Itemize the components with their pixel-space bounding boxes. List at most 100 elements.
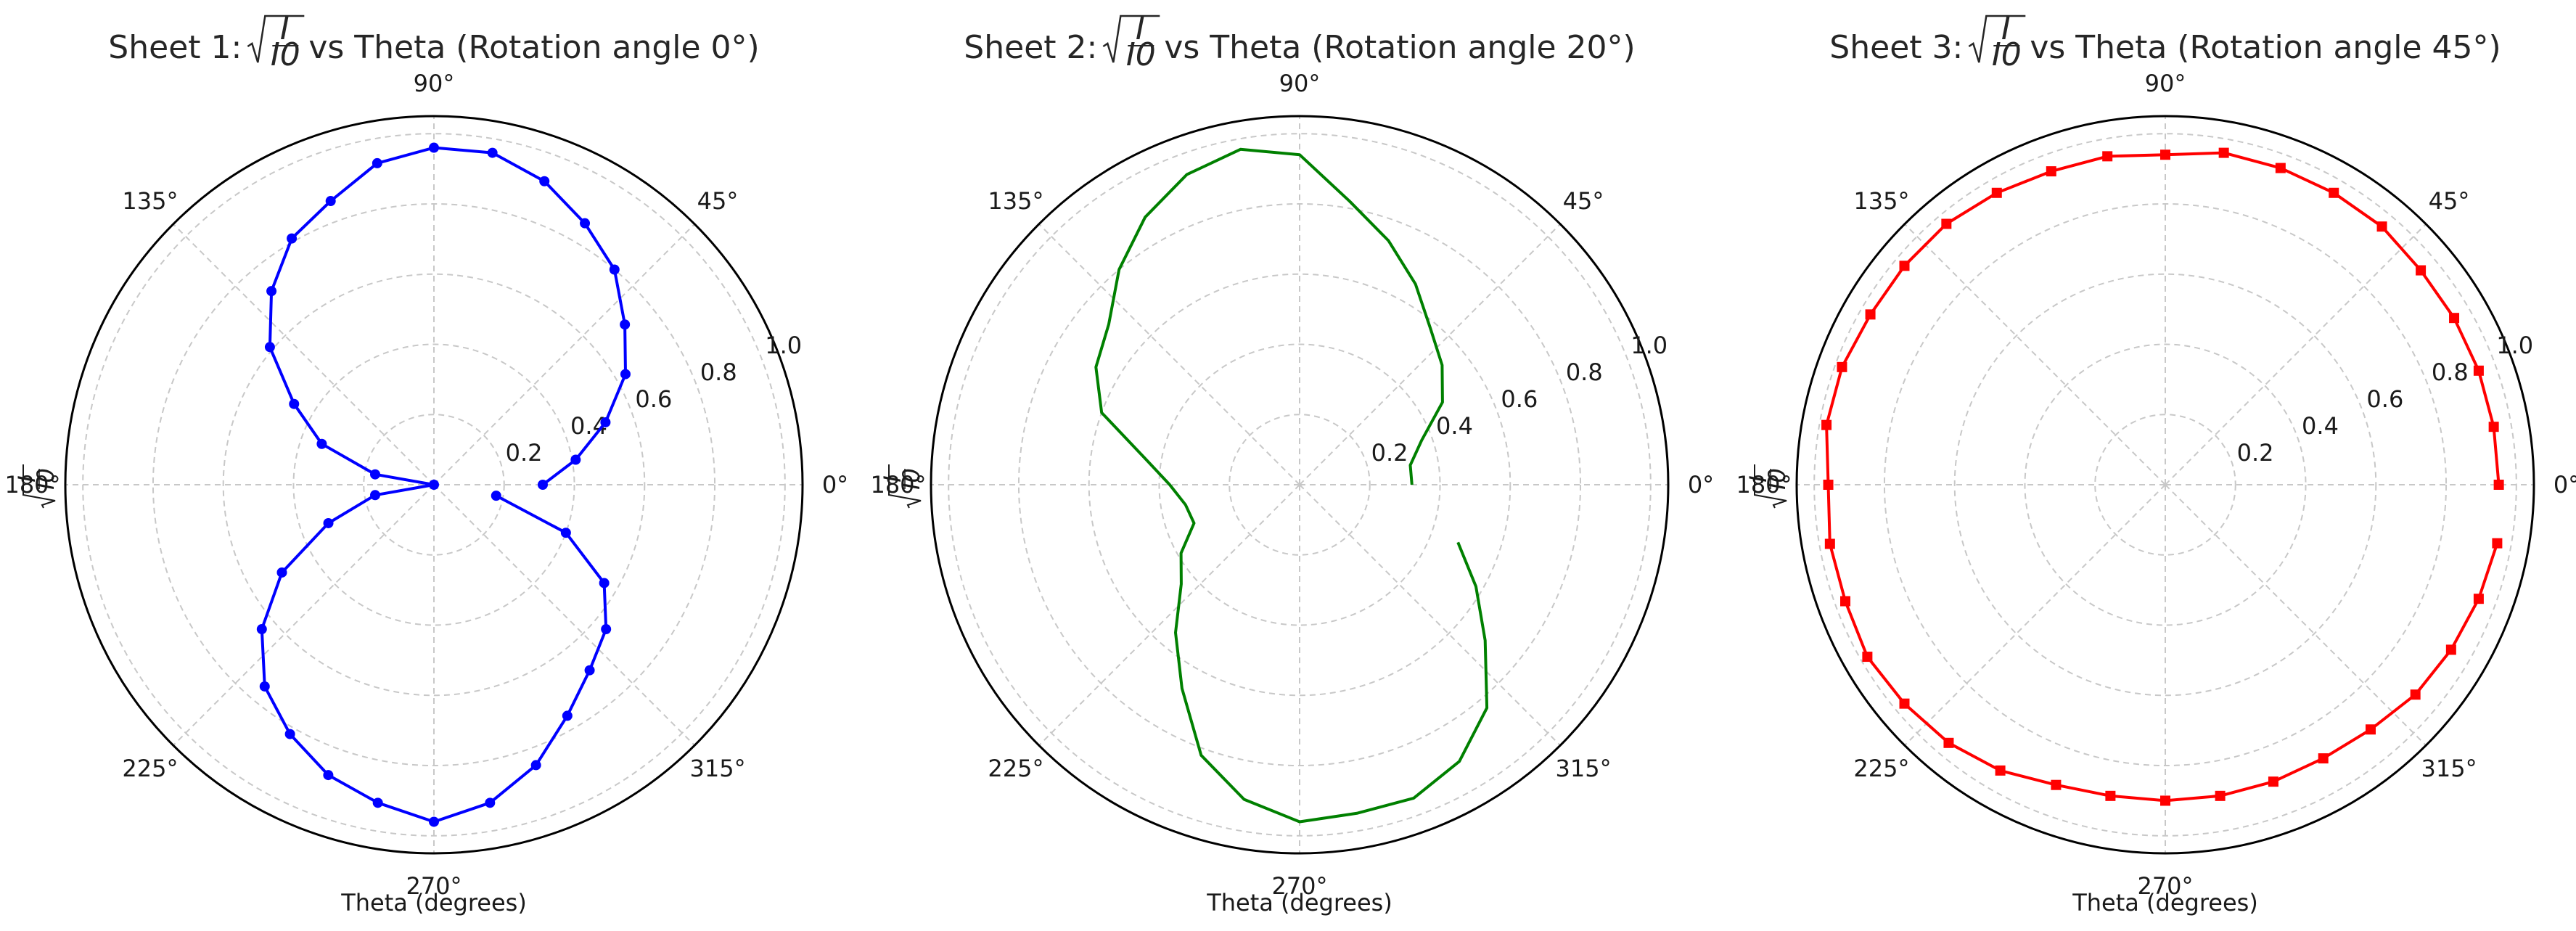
- ylabel-sqrt-sign: [1754, 464, 1787, 509]
- x-axis-label: Theta (degrees): [2072, 889, 2258, 916]
- r-grid-circle: [1088, 273, 1511, 697]
- chart-title-prefix: Sheet 2:: [964, 29, 1097, 66]
- r-grid-circle: [2024, 343, 2307, 626]
- y-axis-label: II0: [1744, 464, 1791, 509]
- data-point: [2105, 790, 2116, 801]
- ylabel-numerator: I: [1744, 475, 1772, 482]
- theta-grid-spoke: [1904, 484, 2166, 746]
- data-point: [2051, 779, 2062, 790]
- data-point: [537, 480, 548, 490]
- r-grid-circle: [1953, 273, 2377, 697]
- data-point: [323, 770, 334, 781]
- theta-grid-spoke: [1038, 484, 1300, 746]
- data-point: [2416, 265, 2427, 276]
- chart-title-suffix: vs Theta (Rotation angle 20°): [1164, 29, 1635, 66]
- data-point: [284, 729, 295, 739]
- data-point: [2473, 365, 2484, 376]
- r-grid-circle: [152, 202, 716, 767]
- sqrt-sign: [247, 15, 305, 63]
- r-tick-label: 0.4: [1436, 412, 1473, 440]
- theta-tick-label: 270°: [406, 872, 462, 900]
- data-point: [316, 438, 327, 449]
- data-point: [2218, 147, 2229, 158]
- data-point: [372, 797, 383, 808]
- r-tick-label: 0.2: [1371, 439, 1408, 467]
- data-point: [600, 417, 611, 427]
- series-line: [1094, 147, 1489, 824]
- ylabel-numerator: I: [13, 475, 41, 482]
- theta-grid-spoke: [433, 484, 695, 746]
- data-point: [2365, 724, 2376, 735]
- fraction-denominator: I0: [1992, 36, 2022, 73]
- polar-frame: [930, 115, 1670, 855]
- theta-tick-label: 45°: [2429, 187, 2470, 215]
- data-point: [1837, 361, 1847, 372]
- polar-frame: [64, 115, 804, 855]
- theta-tick-label: 45°: [697, 187, 739, 215]
- chart-title: Sheet 3: II0 vs Theta (Rotation angle 45…: [1829, 10, 2501, 73]
- data-point: [429, 816, 439, 827]
- r-tick-label: 0.6: [635, 385, 672, 413]
- data-point: [599, 578, 610, 588]
- data-point: [2160, 795, 2170, 806]
- data-point: [2410, 689, 2421, 700]
- ylabel-sqrt-sign: [888, 464, 922, 509]
- data-point: [539, 176, 550, 186]
- data-point: [601, 624, 612, 635]
- chart-title-prefix: Sheet 3:: [1829, 29, 1963, 66]
- theta-tick-label: 135°: [122, 187, 178, 215]
- fraction-denominator: I0: [271, 36, 300, 73]
- chart-title: Sheet 2: II0 vs Theta (Rotation angle 20…: [964, 10, 1635, 73]
- data-point: [620, 319, 631, 330]
- data-point: [372, 157, 382, 168]
- theta-tick-label: 315°: [2421, 755, 2477, 782]
- theta-grid-spoke: [2165, 484, 2427, 746]
- data-point: [2318, 753, 2329, 764]
- theta-tick-label: 90°: [414, 70, 455, 97]
- data-point: [2268, 776, 2278, 787]
- theta-grid-spoke: [173, 484, 435, 746]
- r-tick-label: 0.4: [2302, 412, 2339, 440]
- data-point: [2046, 166, 2056, 177]
- theta-grid-spoke: [433, 223, 695, 485]
- series-line: [1825, 151, 2501, 803]
- data-point: [2160, 149, 2170, 160]
- data-point: [370, 469, 381, 480]
- data-point: [256, 624, 267, 635]
- r-tick-label: 0.6: [2366, 385, 2403, 413]
- data-point: [487, 147, 498, 158]
- ylabel-denominator: I0: [32, 468, 60, 490]
- data-point: [1821, 419, 1832, 430]
- data-point: [1943, 737, 1954, 748]
- r-grid-circle: [222, 273, 646, 697]
- data-point: [429, 142, 439, 153]
- data-point: [264, 342, 275, 353]
- data-point: [1941, 218, 1952, 229]
- data-point: [429, 480, 439, 490]
- theta-tick-label: 225°: [122, 755, 178, 782]
- theta-tick-label: 180°: [4, 471, 60, 499]
- data-point: [1899, 261, 1910, 271]
- theta-tick-label: 180°: [1736, 471, 1792, 499]
- theta-tick-label: 0°: [822, 471, 848, 499]
- r-tick-label: 1.0: [2496, 332, 2533, 359]
- polar-chart-2: 0° 45° 90° 135° 180° 225° 270° 315° 0.2 0.4 0.6 0.8…: [870, 10, 1714, 916]
- theta-tick-label: 45°: [1563, 187, 1604, 215]
- data-point: [491, 491, 501, 501]
- theta-tick-label: 135°: [988, 187, 1043, 215]
- data-point: [609, 264, 620, 275]
- data-point: [1862, 652, 1873, 663]
- data-point: [2376, 221, 2387, 232]
- fraction-denominator: I0: [1126, 36, 1156, 73]
- data-point: [530, 760, 541, 771]
- data-point: [562, 710, 573, 721]
- theta-tick-label: 0°: [2554, 471, 2576, 499]
- r-grid-circle: [1228, 414, 1371, 556]
- r-tick-label: 0.2: [506, 439, 543, 467]
- chart-title-suffix: vs Theta (Rotation angle 45°): [2030, 29, 2501, 66]
- theta-grid-spoke: [2165, 223, 2427, 485]
- data-point: [570, 454, 581, 465]
- data-point: [580, 218, 591, 229]
- sqrt-sign: [1968, 15, 2026, 63]
- data-point: [2493, 480, 2504, 490]
